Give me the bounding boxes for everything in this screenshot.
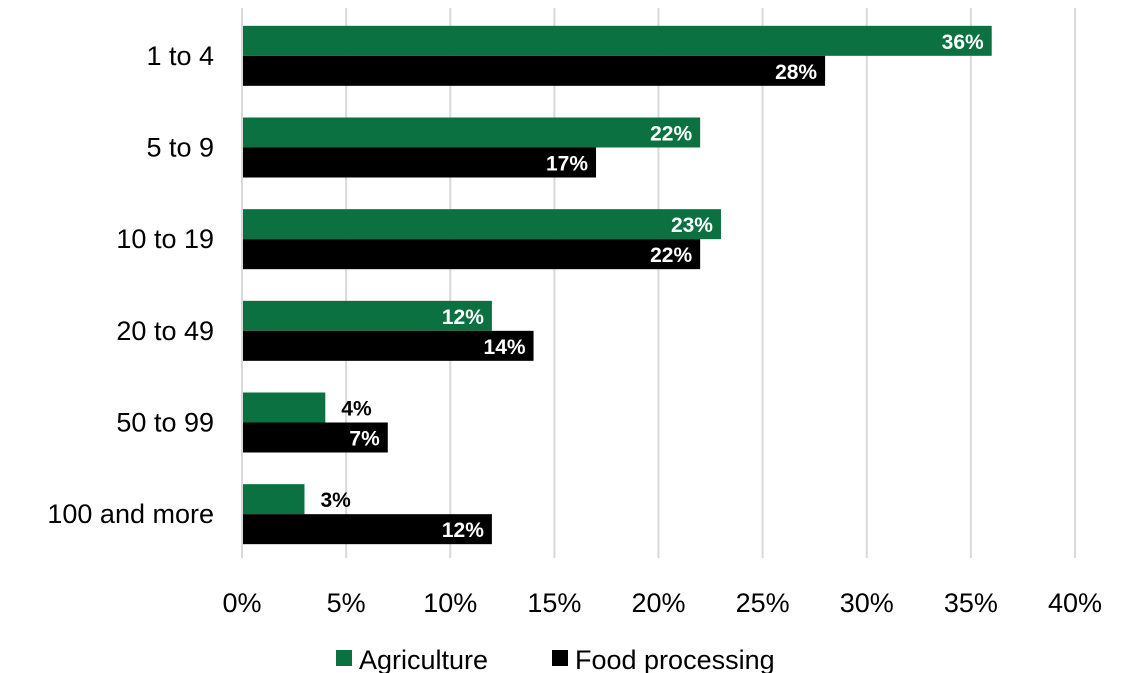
bar-agriculture bbox=[242, 300, 492, 331]
data-label: 22% bbox=[650, 244, 692, 267]
bar-food-processing bbox=[242, 55, 826, 86]
x-tick-labels: 0% 5% 10% 15% 20% 25% 30% 35% 40% bbox=[222, 588, 1102, 618]
bar-agriculture bbox=[242, 117, 701, 148]
data-label: 28% bbox=[775, 61, 817, 84]
data-label: 14% bbox=[484, 336, 526, 359]
bar-agriculture bbox=[242, 392, 326, 423]
x-tick-label: 25% bbox=[736, 588, 790, 618]
data-labels: 36%28%22%17%23%22%12%14%4%7%3%12% bbox=[320, 31, 984, 542]
bar-agriculture bbox=[242, 209, 721, 240]
x-tick-label: 5% bbox=[327, 588, 366, 618]
legend-swatch bbox=[552, 650, 568, 666]
data-label: 23% bbox=[671, 214, 713, 237]
category-labels: 1 to 4 5 to 9 10 to 19 20 to 49 50 to 99 100 … bbox=[47, 41, 214, 529]
bar-agriculture bbox=[242, 25, 992, 56]
data-label: 12% bbox=[442, 306, 484, 329]
category-label: 5 to 9 bbox=[146, 133, 214, 163]
x-tick-label: 0% bbox=[222, 588, 261, 618]
x-tick-label: 20% bbox=[631, 588, 685, 618]
category-label: 1 to 4 bbox=[146, 41, 214, 71]
category-label: 10 to 19 bbox=[116, 224, 214, 254]
bar-food-processing bbox=[242, 239, 701, 270]
gridlines bbox=[345, 8, 1076, 558]
category-label: 100 and more bbox=[47, 499, 214, 529]
x-tick-label: 40% bbox=[1048, 588, 1102, 618]
x-tick-label: 15% bbox=[527, 588, 581, 618]
bar-food-processing bbox=[242, 422, 388, 453]
legend-swatch bbox=[336, 650, 352, 666]
legend: Agriculture Food processing bbox=[336, 645, 775, 673]
bar-food-processing bbox=[242, 514, 492, 545]
x-tick-label: 30% bbox=[840, 588, 894, 618]
legend-label: Food processing bbox=[575, 645, 775, 673]
data-label: 3% bbox=[320, 489, 351, 512]
legend-label: Agriculture bbox=[359, 645, 488, 673]
category-label: 20 to 49 bbox=[116, 316, 214, 346]
x-tick-label: 35% bbox=[944, 588, 998, 618]
bar-agriculture bbox=[242, 484, 305, 515]
category-label: 50 to 99 bbox=[116, 408, 214, 438]
data-label: 22% bbox=[650, 123, 692, 146]
data-label: 36% bbox=[942, 31, 984, 54]
data-label: 7% bbox=[349, 428, 380, 451]
data-label: 12% bbox=[442, 519, 484, 542]
bar-food-processing bbox=[242, 330, 534, 361]
data-label: 4% bbox=[341, 398, 372, 421]
data-label: 17% bbox=[546, 153, 588, 176]
bar-food-processing bbox=[242, 147, 597, 178]
bars bbox=[242, 25, 992, 545]
x-tick-label: 10% bbox=[423, 588, 477, 618]
